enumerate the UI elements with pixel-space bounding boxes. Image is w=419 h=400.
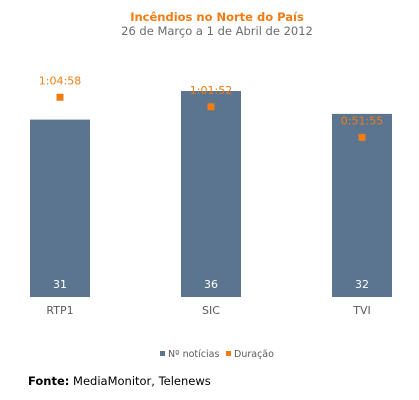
duration-marker (358, 133, 366, 141)
legend-swatch (226, 351, 231, 356)
plot-area: 31 RTP1 1:04:58 36 SIC 1:01:52 32 TVI 0:51:55 (30, 74, 392, 317)
category-label: RTP1 (46, 304, 73, 317)
bar-value-label: 32 (355, 278, 369, 291)
legend-item-noticias: Nº notícias (160, 349, 219, 360)
legend-label: Duração (234, 349, 274, 360)
bar-rtp1 (30, 119, 90, 297)
bar-sic (181, 91, 241, 297)
legend: Nº notícias Duração (160, 349, 274, 360)
chart-subtitle: 26 de Março a 1 de Abril de 2012 (121, 24, 313, 38)
source-note: Fonte: MediaMonitor, Telenews (28, 374, 211, 388)
chart: Incêndios no Norte do País 26 de Março a… (30, 10, 392, 360)
bar-value-label: 31 (53, 278, 67, 291)
category-label: TVI (352, 304, 371, 317)
chart-title: Incêndios no Norte do País (130, 10, 304, 24)
legend-item-duracao: Duração (226, 349, 274, 360)
duration-marker (207, 103, 215, 111)
legend-swatch (160, 351, 165, 356)
bar-value-label: 36 (204, 278, 218, 291)
duration-label: 1:01:52 (190, 84, 232, 97)
duration-label: 1:04:58 (39, 74, 81, 87)
source-text: MediaMonitor, Telenews (73, 374, 211, 388)
duration-label: 0:51:55 (341, 114, 383, 127)
bar-tvi (332, 113, 392, 297)
source-label: Fonte: (28, 374, 70, 388)
duration-marker (56, 93, 64, 101)
category-label: SIC (202, 304, 220, 317)
legend-label: Nº notícias (168, 349, 219, 360)
